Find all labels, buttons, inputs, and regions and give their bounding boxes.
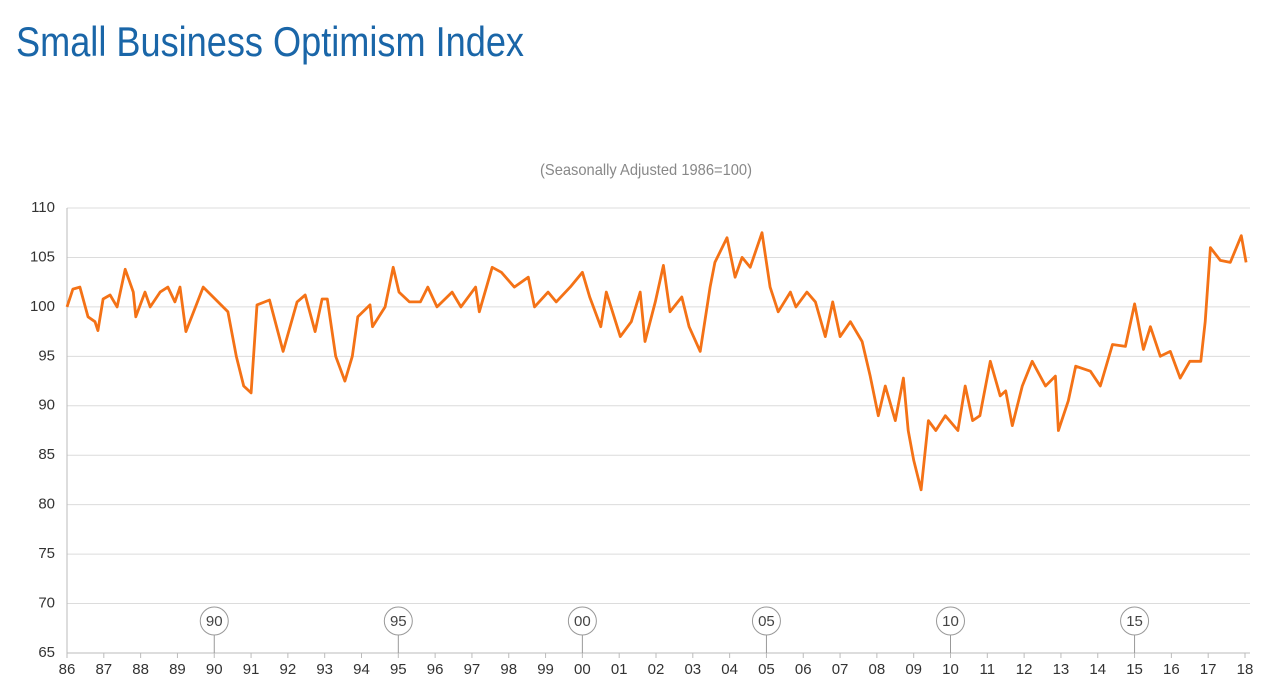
y-tick-label: 70 [38,595,55,612]
y-tick-label: 85 [38,446,55,463]
x-tick-label: 90 [206,661,223,678]
x-tick-label: 87 [95,661,112,678]
chart-title: Small Business Optimism Index [16,18,524,65]
x-tick-label: 13 [1053,661,1070,678]
x-tick-label: 11 [980,661,996,678]
y-tick-label: 110 [31,199,55,216]
x-tick-label: 08 [869,661,886,678]
x-tick-label: 88 [132,661,149,678]
y-tick-label: 75 [38,545,55,562]
marker-label: 90 [206,613,223,630]
marker-label: 15 [1126,613,1143,630]
y-tick-label: 65 [38,644,55,661]
y-tick-label: 90 [38,397,55,414]
x-tick-label: 04 [721,661,738,678]
x-tick-label: 03 [684,661,701,678]
x-tick-label: 00 [574,661,591,678]
x-tick-label: 15 [1126,661,1143,678]
y-tick-label: 80 [38,496,55,513]
x-tick-label: 09 [905,661,922,678]
marker-circle [1120,606,1150,636]
x-tick-label: 97 [464,661,481,678]
x-tick-label: 98 [500,661,517,678]
x-tick-label: 05 [758,661,775,678]
x-tick-label: 95 [390,661,407,678]
marker-circle [199,606,229,636]
y-tick-label: 100 [30,298,55,315]
x-tick-label: 10 [942,661,959,678]
y-tick-label: 105 [30,248,55,265]
marker-circle [567,606,597,636]
x-tick-label: 16 [1163,661,1180,678]
x-tick-label: 18 [1237,661,1254,678]
x-tick-label: 17 [1200,661,1217,678]
marker-label: 00 [574,613,591,630]
data-line [65,231,1248,492]
marker-label: 95 [390,613,407,630]
x-tick-label: 91 [243,661,260,678]
marker-label: 10 [942,613,959,630]
x-tick-label: 12 [1016,661,1033,678]
marker-circle [383,606,413,636]
x-tick-label: 99 [537,661,554,678]
x-tick-label: 86 [59,661,76,678]
x-tick-label: 01 [611,661,628,678]
marker-circle [936,606,965,636]
y-tick-label: 95 [38,347,55,364]
chart-subtitle: (Seasonally Adjusted 1986=100) [540,162,752,179]
x-tick-label: 89 [169,661,186,678]
x-tick-label: 06 [795,661,812,678]
x-tick-label: 94 [353,661,370,678]
x-tick-label: 93 [316,661,333,678]
marker-circle [751,606,781,636]
x-tick-label: 14 [1089,661,1106,678]
x-tick-label: 92 [280,661,297,678]
marker-label: 05 [758,613,775,630]
x-tick-label: 96 [427,661,444,678]
x-tick-label: 07 [832,661,849,678]
x-tick-label: 02 [648,661,665,678]
